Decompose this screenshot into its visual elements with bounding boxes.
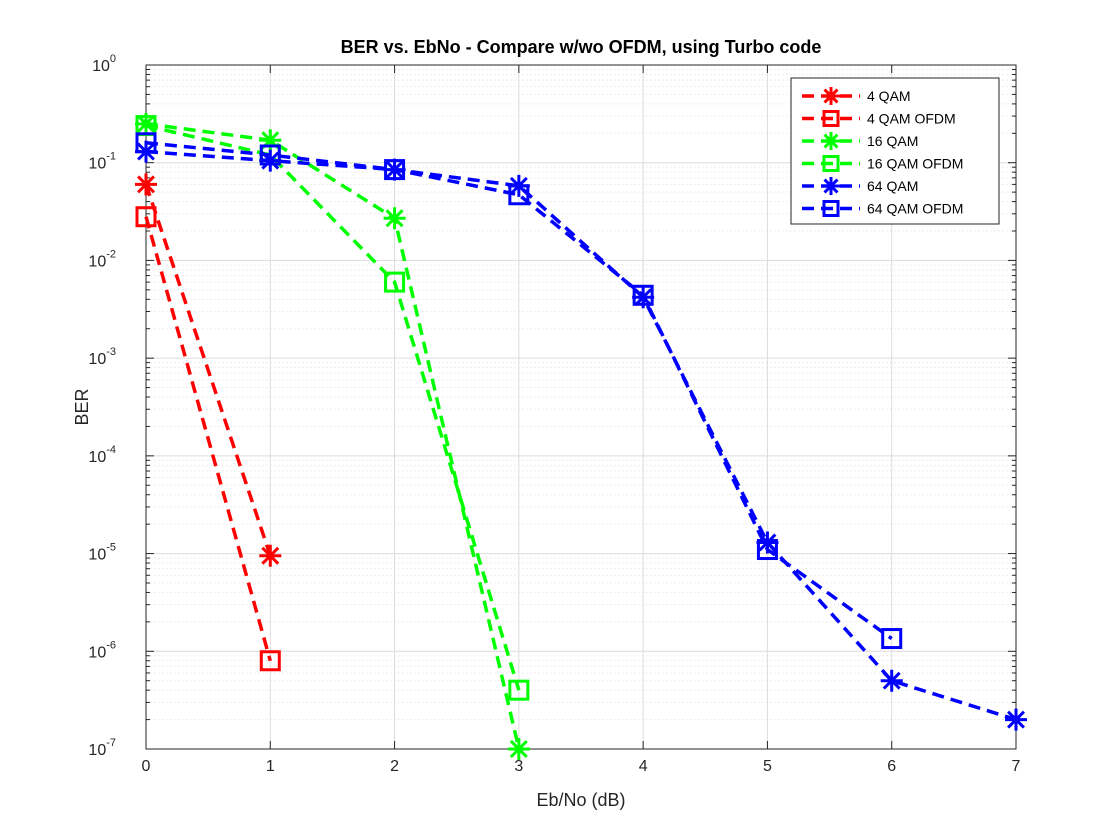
asterisk-marker <box>507 738 530 760</box>
y-tick-label: 10-4 <box>88 444 116 466</box>
x-tick-label: 2 <box>390 758 399 775</box>
series-64-qam-ofdm <box>135 132 903 650</box>
legend-entry: 16 QAM <box>802 132 918 150</box>
series-16-qam-ofdm <box>135 115 530 701</box>
square-marker <box>881 628 903 650</box>
series-4-qam <box>135 173 282 567</box>
asterisk-marker <box>880 669 903 692</box>
series-line <box>144 183 272 557</box>
x-axis-ticks: 0 1 2 3 4 5 6 7 <box>142 65 1021 775</box>
legend-label: 16 QAM <box>867 133 918 149</box>
asterisk-marker <box>135 173 157 196</box>
x-tick-label: 4 <box>639 758 648 775</box>
series-4-qam-ofdm <box>135 206 281 672</box>
series-64-qam <box>135 140 1027 731</box>
y-tick-label: 10-2 <box>88 248 116 270</box>
x-tick-label: 0 <box>142 758 151 775</box>
square-marker <box>384 271 406 293</box>
square-marker <box>259 144 281 166</box>
series-line <box>145 123 521 691</box>
square-marker <box>822 200 840 217</box>
asterisk-marker <box>135 112 157 135</box>
y-tick-label: 10-6 <box>88 639 116 661</box>
square-marker <box>135 132 157 154</box>
x-tick-label: 7 <box>1012 758 1021 775</box>
plot-area-frame <box>145 64 1017 750</box>
series-line <box>145 122 521 750</box>
y-tick-label: 10-5 <box>88 542 116 564</box>
series-16-qam <box>135 112 530 760</box>
asterisk-marker <box>259 149 282 172</box>
chart-title: BER vs. EbNo - Compare w/wo OFDM, using … <box>341 37 822 57</box>
series <box>135 112 1027 760</box>
legend-label: 64 QAM <box>867 178 918 194</box>
square-marker <box>632 284 654 306</box>
x-tick-label: 3 <box>514 758 523 775</box>
y-tick-label: 100 <box>92 53 116 75</box>
asterisk-marker <box>259 544 282 567</box>
legend-entry: 64 QAM <box>802 177 918 195</box>
legend-label: 16 QAM OFDM <box>867 156 963 172</box>
x-tick-label: 1 <box>266 758 275 775</box>
y-tick-label: 10-1 <box>88 151 116 173</box>
legend-entry: 4 QAM <box>802 87 911 105</box>
square-marker <box>756 539 778 561</box>
asterisk-marker <box>1005 708 1027 731</box>
legend-label: 4 QAM OFDM <box>867 111 956 127</box>
y-tick-label: 10-3 <box>88 346 116 368</box>
legend: 4 QAM 4 QAM OFDM 16 QAM 16 QAM OFDM 64 QAM 64… <box>790 77 1000 225</box>
square-marker <box>822 155 840 172</box>
asterisk-marker <box>756 531 779 554</box>
asterisk-marker <box>822 132 840 150</box>
legend-entry: 4 QAM OFDM <box>802 110 956 127</box>
square-marker <box>259 650 281 672</box>
square-marker <box>822 110 840 127</box>
square-marker <box>135 206 157 228</box>
legend-entry: 16 QAM OFDM <box>802 155 963 172</box>
legend-label: 4 QAM <box>867 88 911 104</box>
asterisk-marker <box>259 129 282 152</box>
square-marker <box>384 159 406 181</box>
y-axis-label: BER <box>72 388 92 425</box>
x-tick-label: 5 <box>763 758 772 775</box>
y-tick-label: 10-7 <box>88 737 116 759</box>
x-axis-label: Eb/No (dB) <box>536 790 625 810</box>
asterisk-marker <box>822 87 840 105</box>
x-tick-label: 6 <box>887 758 896 775</box>
asterisk-marker <box>383 207 406 230</box>
square-marker <box>508 679 530 701</box>
legend-entry: 64 QAM OFDM <box>802 200 963 217</box>
y-axis-ticks: 100 10-1 10-2 10-3 10-4 10-5 10-6 10-7 <box>88 53 1016 759</box>
series-line <box>144 216 272 662</box>
legend-label: 64 QAM OFDM <box>867 201 963 217</box>
asterisk-marker <box>822 177 840 195</box>
square-marker <box>508 184 530 206</box>
series-line <box>145 141 893 641</box>
series-line <box>145 149 1017 722</box>
